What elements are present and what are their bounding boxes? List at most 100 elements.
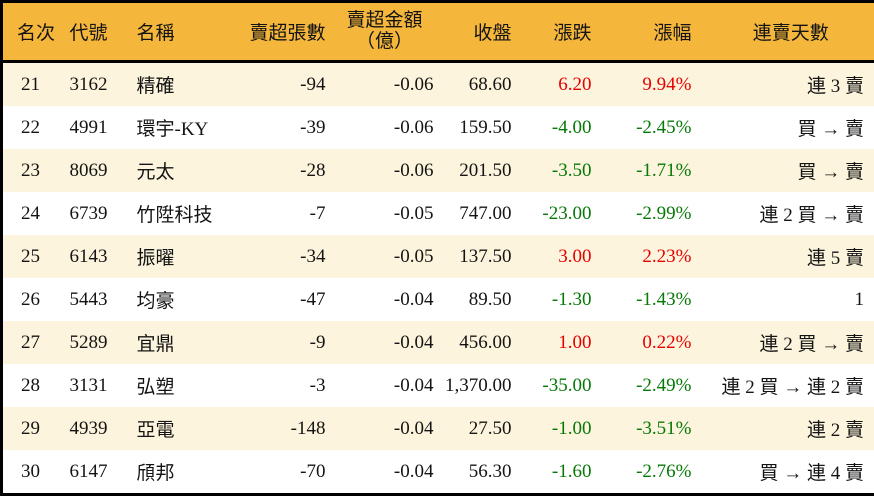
col-header-rank: 名次 [1, 1, 55, 63]
cell-rank: 30 [21, 460, 40, 482]
col-header-change: 漲跌 [525, 1, 610, 63]
cell-change-pct: -2.99% [636, 202, 692, 224]
cell-rank: 26 [21, 288, 40, 310]
cell-close: 1,370.00 [445, 374, 512, 396]
cell-name: 元太 [136, 162, 175, 183]
cell-sell-volume: -7 [309, 202, 326, 224]
col-header-name: 名稱 [121, 1, 240, 63]
cell-streak: 連 2 賣 [806, 420, 864, 441]
cell-change-pct: -2.76% [636, 460, 692, 482]
cell-sell-volume: -70 [300, 460, 326, 482]
cell-name: 精確 [136, 76, 175, 97]
cell-name: 亞電 [136, 420, 175, 441]
cell-code: 4991 [69, 116, 108, 138]
cell-name: 振曜 [136, 248, 175, 269]
table-body: 21 3162 精確 -94 -0.06 68.60 6.20 9.94% 連 3 賣 22 499… [1, 61, 874, 495]
cell-code: 5289 [69, 331, 108, 353]
cell-streak: 連 2 買 → 連 2 賣 [721, 377, 864, 398]
cell-sell-amount: -0.05 [393, 245, 434, 267]
table-row: 22 4991 環宇-KY -39 -0.06 159.50 -4.00 -2.45% 買 → … [1, 106, 874, 149]
cell-name: 宜鼎 [136, 334, 175, 355]
cell-sell-volume: -47 [300, 288, 326, 310]
cell-sell-volume: -34 [300, 245, 326, 267]
cell-sell-amount: -0.04 [393, 331, 434, 353]
cell-sell-amount: -0.06 [393, 116, 434, 138]
cell-name: 環宇-KY [136, 119, 209, 140]
col-header-sell-amount: 賣超金額 （億） [331, 1, 438, 63]
cell-sell-volume: -148 [290, 417, 326, 439]
col-header-sell-amount-line2: （億） [355, 31, 413, 53]
cell-close: 27.50 [468, 417, 512, 439]
header-row: 名次 代號 名稱 賣超張數 賣超金額 （億） 收盤 漲跌 漲幅 連賣天數 [1, 1, 874, 63]
table-row: 24 6739 竹陞科技 -7 -0.05 747.00 -23.00 -2.99% 連 2 買… [1, 192, 874, 235]
cell-rank: 21 [21, 73, 40, 95]
cell-streak: 買 → 連 4 賣 [759, 463, 864, 484]
cell-rank: 23 [21, 159, 40, 181]
cell-close: 68.60 [468, 73, 512, 95]
cell-streak: 連 3 賣 [806, 76, 864, 97]
cell-streak: 買 → 賣 [797, 119, 864, 140]
cell-sell-amount: -0.04 [393, 288, 434, 310]
cell-streak: 連 2 買 → 賣 [759, 205, 864, 226]
cell-change: 3.00 [558, 245, 592, 267]
cell-rank: 28 [21, 374, 40, 396]
cell-sell-amount: -0.04 [393, 417, 434, 439]
cell-streak: 買 → 賣 [797, 162, 864, 183]
cell-close: 89.50 [468, 288, 512, 310]
col-header-change-pct: 漲幅 [609, 1, 708, 63]
table-row: 28 3131 弘塑 -3 -0.04 1,370.00 -35.00 -2.49% 連 2 買… [1, 364, 874, 407]
cell-change: 1.00 [558, 331, 592, 353]
cell-code: 8069 [69, 159, 108, 181]
table-row: 26 5443 均豪 -47 -0.04 89.50 -1.30 -1.43% 1 [1, 278, 874, 321]
cell-close: 159.50 [459, 116, 512, 138]
cell-rank: 24 [21, 202, 40, 224]
cell-close: 201.50 [459, 159, 512, 181]
cell-rank: 27 [21, 331, 40, 353]
cell-change: -1.30 [551, 288, 592, 310]
cell-change-pct: 0.22% [642, 331, 692, 353]
cell-change-pct: -2.49% [636, 374, 692, 396]
cell-close: 456.00 [459, 331, 512, 353]
table-row: 29 4939 亞電 -148 -0.04 27.50 -1.00 -3.51% 連 2 賣 [1, 407, 874, 450]
cell-streak: 1 [854, 288, 865, 310]
cell-close: 747.00 [459, 202, 512, 224]
cell-sell-amount: -0.06 [393, 159, 434, 181]
cell-streak: 連 2 買 → 賣 [759, 334, 864, 355]
cell-name: 竹陞科技 [136, 205, 213, 226]
col-header-sell-amount-line1: 賣超金額 [346, 9, 423, 31]
table-row: 25 6143 振曜 -34 -0.05 137.50 3.00 2.23% 連 5 賣 [1, 235, 874, 278]
cell-rank: 25 [21, 245, 40, 267]
cell-change: 6.20 [558, 73, 592, 95]
cell-sell-volume: -39 [300, 116, 326, 138]
cell-change-pct: -3.51% [636, 417, 692, 439]
col-header-streak: 連賣天數 [707, 1, 874, 63]
cell-change-pct: -1.43% [636, 288, 692, 310]
table-row: 30 6147 頎邦 -70 -0.04 56.30 -1.60 -2.76% 買 → 連 4 … [1, 450, 874, 495]
cell-sell-amount: -0.04 [393, 460, 434, 482]
cell-change: -23.00 [542, 202, 592, 224]
cell-sell-volume: -28 [300, 159, 326, 181]
table-header: 名次 代號 名稱 賣超張數 賣超金額 （億） 收盤 漲跌 漲幅 連賣天數 [1, 1, 874, 63]
col-header-close: 收盤 [437, 1, 526, 63]
cell-sell-amount: -0.04 [393, 374, 434, 396]
col-header-code: 代號 [53, 1, 122, 63]
table-row: 27 5289 宜鼎 -9 -0.04 456.00 1.00 0.22% 連 2 買 → 賣 [1, 321, 874, 364]
cell-rank: 22 [21, 116, 40, 138]
cell-sell-volume: -3 [309, 374, 326, 396]
cell-change: -35.00 [542, 374, 592, 396]
cell-sell-amount: -0.05 [393, 202, 434, 224]
cell-close: 56.30 [468, 460, 512, 482]
table-row: 21 3162 精確 -94 -0.06 68.60 6.20 9.94% 連 3 賣 [1, 61, 874, 106]
table-row: 23 8069 元太 -28 -0.06 201.50 -3.50 -1.71% 買 → 賣 [1, 149, 874, 192]
cell-code: 6147 [69, 460, 108, 482]
cell-code: 3131 [69, 374, 108, 396]
cell-name: 頎邦 [136, 463, 175, 484]
cell-code: 6143 [69, 245, 108, 267]
cell-sell-volume: -9 [309, 331, 326, 353]
cell-change: -1.00 [551, 417, 592, 439]
cell-code: 3162 [69, 73, 108, 95]
cell-rank: 29 [21, 417, 40, 439]
col-header-sell-volume: 賣超張數 [239, 1, 332, 63]
